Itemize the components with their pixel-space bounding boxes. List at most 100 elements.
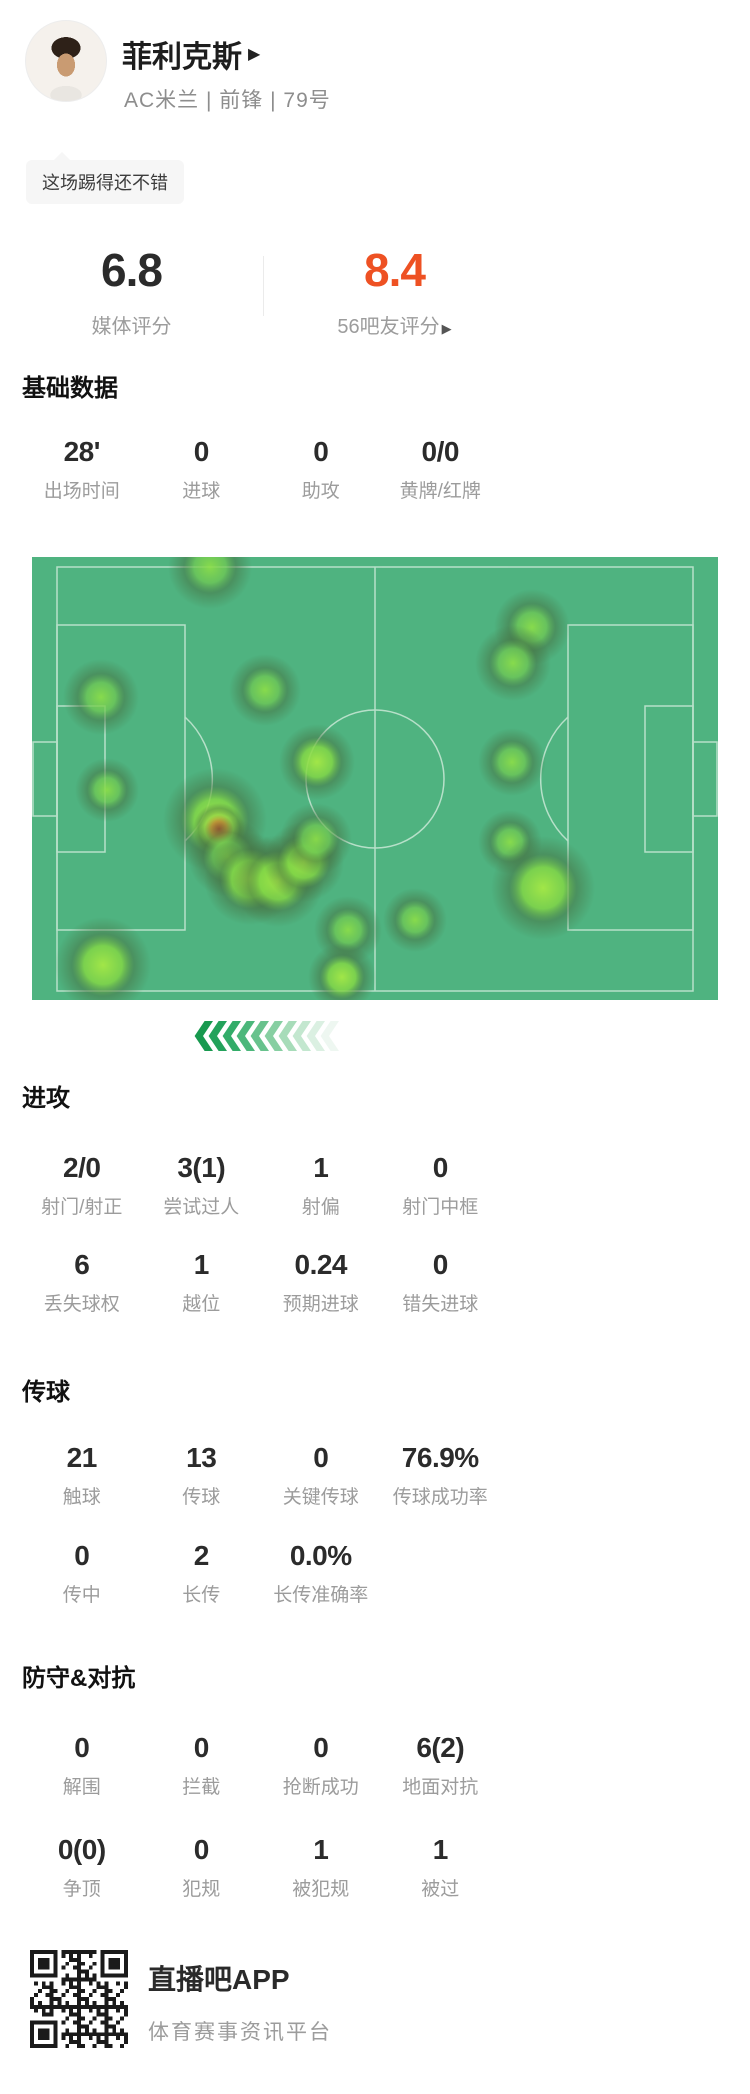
stat-label: 出场时间	[43, 481, 120, 502]
stat-value: 0	[74, 1540, 90, 1571]
stat-value: 0	[432, 1249, 449, 1280]
player-team-position: AC米兰 | 前锋 | 79号	[124, 89, 331, 112]
stat-value: 21	[66, 1442, 98, 1473]
stat-row: 0 传中 2 长传 0.0% 长传准确率	[22, 1538, 500, 1607]
heat-spot	[383, 888, 447, 952]
stat-row: 0 解围 0 拦截 0 抢断成功 6(2) 地面对抗	[22, 1730, 500, 1799]
stat-cell: 0 拦截	[142, 1730, 262, 1799]
stat-value: 0	[193, 1732, 210, 1763]
stat-cell: 0(0) 争顶	[22, 1832, 142, 1901]
stat-label: 射门/射正	[41, 1197, 123, 1218]
stat-cell: 1 越位	[142, 1247, 262, 1316]
stat-label: 射偏	[301, 1197, 340, 1218]
stat-cell: 0/0 黄牌/红牌	[381, 434, 501, 503]
stat-label: 争顶	[62, 1879, 101, 1900]
stat-value: 0	[74, 1732, 90, 1763]
stat-value: 1	[432, 1834, 449, 1865]
stat-label: 触球	[62, 1487, 101, 1508]
heat-spot	[308, 943, 376, 1011]
player-name-row[interactable]: 菲利克斯 ▶	[122, 32, 260, 76]
section-title-basic: 基础数据	[22, 375, 118, 402]
stat-value: 2	[193, 1540, 210, 1571]
stat-row: 2/0 射门/射正 3(1) 尝试过人 1 射偏 0 射门中框	[22, 1150, 500, 1219]
stat-row: 28' 出场时间 0 进球 0 助攻 0/0 黄牌/红牌	[22, 434, 500, 503]
stat-label: 犯规	[182, 1879, 221, 1900]
stat-value: 0	[432, 1152, 449, 1183]
stat-cell: 28' 出场时间	[22, 434, 142, 503]
stat-label: 长传	[182, 1585, 221, 1606]
heat-spot	[279, 724, 355, 800]
stat-cell: 0 抢断成功	[261, 1730, 381, 1799]
stat-cell: 1 被犯规	[261, 1832, 381, 1901]
stat-label: 传球	[182, 1487, 221, 1508]
stat-label: 尝试过人	[163, 1197, 240, 1218]
vertical-divider	[263, 256, 264, 316]
section-title-defense: 防守&对抗	[22, 1665, 136, 1692]
stat-value: 6	[74, 1249, 90, 1280]
stat-label: 进球	[182, 481, 221, 502]
fans-rating-label: 56吧友评分 ▶	[337, 316, 452, 338]
heat-spot	[63, 659, 139, 735]
stat-cell: 3(1) 尝试过人	[142, 1150, 262, 1219]
stat-cell: 1 射偏	[261, 1150, 381, 1219]
stat-label: 黄牌/红牌	[399, 481, 481, 502]
stat-value: 1	[193, 1249, 210, 1280]
stat-value: 28'	[63, 436, 101, 467]
stat-value: 0.24	[294, 1249, 348, 1280]
player-name: 菲利克斯	[122, 41, 242, 74]
stat-label: 错失进球	[402, 1294, 479, 1315]
stat-value: 13	[186, 1442, 217, 1473]
stat-label: 射门中框	[402, 1197, 479, 1218]
chevron-right-icon: ▶	[441, 321, 452, 336]
stat-value: 0	[313, 1732, 329, 1763]
stat-cell: 0 犯规	[142, 1832, 262, 1901]
stat-label: 越位	[182, 1294, 221, 1315]
stat-value: 0(0)	[57, 1834, 106, 1865]
stat-label: 被犯规	[292, 1879, 350, 1900]
media-rating-value: 6.8	[101, 244, 163, 296]
player-avatar[interactable]	[25, 20, 107, 102]
stat-cell: 0 错失进球	[381, 1247, 501, 1316]
heatmap-pitch	[32, 525, 718, 1013]
stat-value: 0.0%	[289, 1540, 352, 1571]
stat-value: 0	[193, 1834, 210, 1865]
stat-cell: 76.9% 传球成功率	[381, 1440, 501, 1509]
stat-label: 传球成功率	[392, 1487, 488, 1508]
heat-spots-layer	[55, 525, 595, 1013]
stat-label: 解围	[62, 1777, 101, 1798]
stat-label: 长传准确率	[273, 1585, 369, 1606]
stat-label: 丢失球权	[43, 1294, 120, 1315]
media-rating-label: 媒体评分	[91, 316, 172, 338]
stat-cell: 0 助攻	[261, 434, 381, 503]
stat-cell: 0 射门中框	[381, 1150, 501, 1219]
heat-spot	[491, 836, 595, 940]
stat-cell: 0 解围	[22, 1730, 142, 1799]
stat-value: 6(2)	[416, 1732, 465, 1763]
app-name: 直播吧APP	[148, 1964, 290, 1995]
stat-cell: 1 被过	[381, 1832, 501, 1901]
section-title-passing: 传球	[22, 1379, 70, 1406]
stat-label: 助攻	[301, 481, 340, 502]
stat-cell: 0 关键传球	[261, 1440, 381, 1509]
fans-rating[interactable]: 8.4 56吧友评分 ▶	[263, 246, 526, 339]
attack-direction-arrows	[193, 1021, 339, 1051]
app-tagline: 体育赛事资讯平台	[148, 2021, 332, 2044]
heat-spot	[478, 728, 546, 796]
stat-value: 0	[313, 1442, 329, 1473]
stat-value: 76.9%	[401, 1442, 479, 1473]
stat-label: 抢断成功	[282, 1777, 359, 1798]
stat-label: 地面对抗	[402, 1777, 479, 1798]
stat-row: 6 丢失球权 1 越位 0.24 预期进球 0 错失进球	[22, 1247, 500, 1316]
qr-code	[30, 1950, 128, 2048]
heat-spot	[55, 917, 151, 1013]
stat-row: 0(0) 争顶 0 犯规 1 被犯规 1 被过	[22, 1832, 500, 1901]
stat-value: 0	[193, 436, 210, 467]
heat-spot	[75, 758, 139, 822]
stat-value: 0	[313, 436, 329, 467]
section-title-attack: 进攻	[22, 1085, 70, 1112]
stat-value: 0/0	[421, 436, 460, 467]
stat-label: 拦截	[182, 1777, 221, 1798]
stat-cell: 0.0% 长传准确率	[261, 1538, 381, 1607]
stat-row: 21 触球 13 传球 0 关键传球 76.9% 传球成功率	[22, 1440, 500, 1509]
